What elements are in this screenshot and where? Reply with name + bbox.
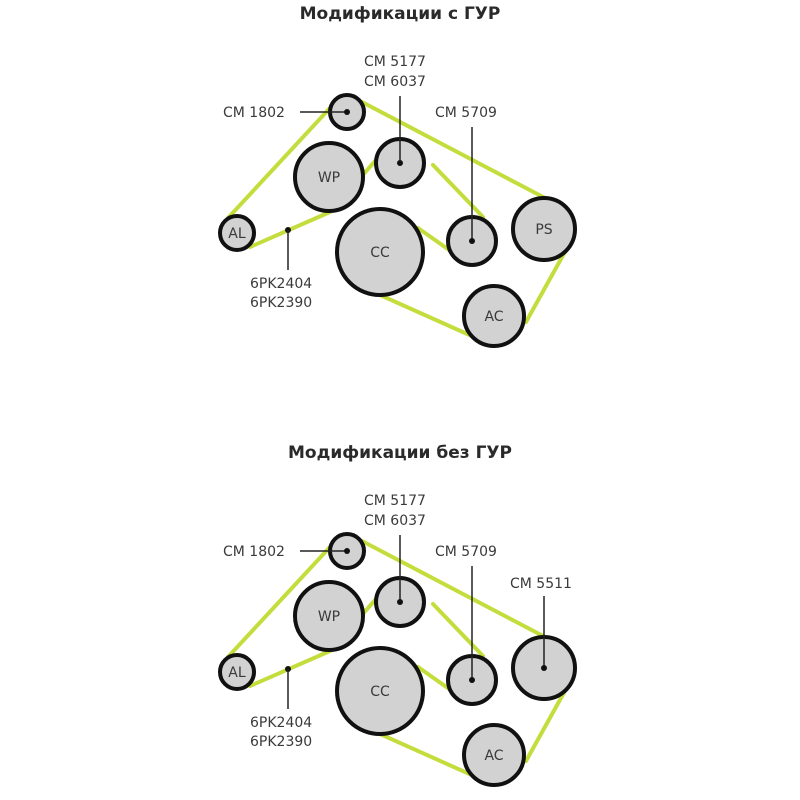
- leader-dot: [397, 160, 403, 166]
- leader-dot: [469, 238, 475, 244]
- ac-compressor-pulley-label: AC: [484, 748, 503, 764]
- belt-part-label-2: 6PK2390: [250, 295, 312, 311]
- crankshaft-pulley-label: CC: [370, 684, 390, 700]
- ac-compressor-pulley: [462, 723, 526, 787]
- idler-mid-part-label-2: CM 6037: [364, 74, 426, 90]
- belt-segment: [431, 163, 485, 219]
- belt-segment: [416, 226, 454, 254]
- belt-part-label-1: 6PK2404: [250, 276, 312, 292]
- ac-compressor-pulley: [462, 284, 526, 348]
- crankshaft-pulley: [335, 646, 425, 736]
- diagram-title: Модификации без ГУР: [288, 443, 512, 463]
- idler-right-part-label: CM 5709: [435, 544, 497, 560]
- idler-far-right-part-label: CM 5511: [510, 576, 572, 592]
- water-pump-pulley-label: WP: [318, 609, 340, 625]
- idler-right-part-label: CM 5709: [435, 105, 497, 121]
- belt-segment: [226, 545, 332, 659]
- belt-segment: [360, 100, 547, 200]
- water-pump-pulley: [293, 580, 365, 652]
- belt-segment: [524, 248, 568, 324]
- idler-top-part-label: CM 1802: [223, 544, 285, 560]
- alternator-pulley-label: AL: [228, 665, 246, 681]
- ac-compressor-pulley-label: AC: [484, 309, 503, 325]
- power-steering-pulley-label: PS: [535, 222, 552, 238]
- diagram-2: Модификации без ГУР WP AL CC AC CM 1802 CM 517…: [218, 443, 577, 787]
- leader-dot: [397, 599, 403, 605]
- alternator-pulley-label: AL: [228, 226, 246, 242]
- idler-top-part-label: CM 1802: [223, 105, 285, 121]
- diagram-title: Модификации с ГУР: [300, 4, 501, 24]
- crankshaft-pulley-label: CC: [370, 245, 390, 261]
- alternator-pulley: [218, 653, 256, 691]
- diagram-1: Модификации с ГУР WP AL CC PS AC CM 1802 CM 517…: [218, 4, 577, 348]
- idler-mid-part-label-2: CM 6037: [364, 513, 426, 529]
- water-pump-pulley-label: WP: [318, 170, 340, 186]
- belt-segment: [431, 602, 485, 658]
- belt-segment: [360, 539, 547, 639]
- alternator-pulley: [218, 214, 256, 252]
- leader-dot: [469, 677, 475, 683]
- belt-segment: [226, 106, 332, 220]
- water-pump-pulley: [293, 141, 365, 213]
- belt-part-label-2: 6PK2390: [250, 734, 312, 750]
- belt-segment: [524, 687, 568, 763]
- leader-dot: [344, 109, 350, 115]
- idler-mid-part-label-1: CM 5177: [364, 54, 426, 70]
- leader-dot: [344, 548, 350, 554]
- belt-segment: [416, 665, 454, 693]
- power-steering-pulley: [511, 196, 577, 262]
- crankshaft-pulley: [335, 207, 425, 297]
- leader-dot: [541, 665, 547, 671]
- idler-mid-part-label-1: CM 5177: [364, 493, 426, 509]
- belt-part-label-1: 6PK2404: [250, 715, 312, 731]
